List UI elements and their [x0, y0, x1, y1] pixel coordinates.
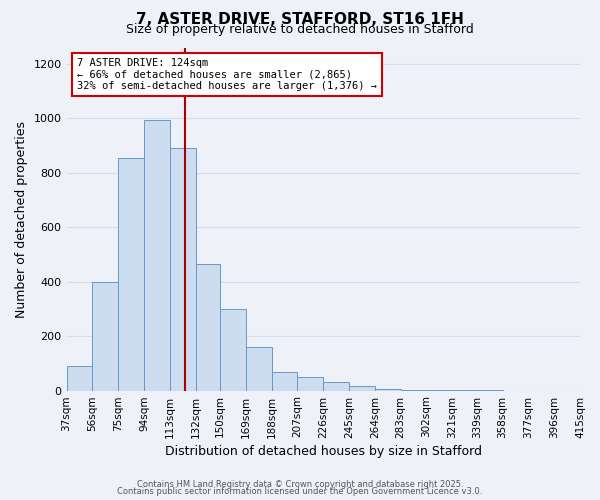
X-axis label: Distribution of detached houses by size in Stafford: Distribution of detached houses by size … — [165, 444, 482, 458]
Bar — [298, 377, 323, 390]
Text: Contains public sector information licensed under the Open Government Licence v3: Contains public sector information licen… — [118, 487, 482, 496]
Y-axis label: Number of detached properties: Number of detached properties — [15, 120, 28, 318]
Bar — [220, 309, 246, 390]
Bar — [246, 347, 272, 391]
Bar — [323, 382, 349, 390]
Text: 7, ASTER DRIVE, STAFFORD, ST16 1FH: 7, ASTER DRIVE, STAFFORD, ST16 1FH — [136, 12, 464, 28]
Bar — [144, 120, 170, 390]
Bar — [349, 386, 375, 390]
Text: Contains HM Land Registry data © Crown copyright and database right 2025.: Contains HM Land Registry data © Crown c… — [137, 480, 463, 489]
Text: 7 ASTER DRIVE: 124sqm
← 66% of detached houses are smaller (2,865)
32% of semi-d: 7 ASTER DRIVE: 124sqm ← 66% of detached … — [77, 58, 377, 91]
Bar — [272, 372, 298, 390]
Bar — [118, 158, 144, 390]
Bar — [196, 264, 220, 390]
Text: Size of property relative to detached houses in Stafford: Size of property relative to detached ho… — [126, 22, 474, 36]
Bar — [170, 148, 196, 390]
Bar — [67, 366, 92, 390]
Bar — [375, 389, 401, 390]
Bar — [92, 282, 118, 391]
Title: 7, ASTER DRIVE, STAFFORD, ST16 1FH
Size of property relative to detached houses : 7, ASTER DRIVE, STAFFORD, ST16 1FH Size … — [0, 499, 1, 500]
